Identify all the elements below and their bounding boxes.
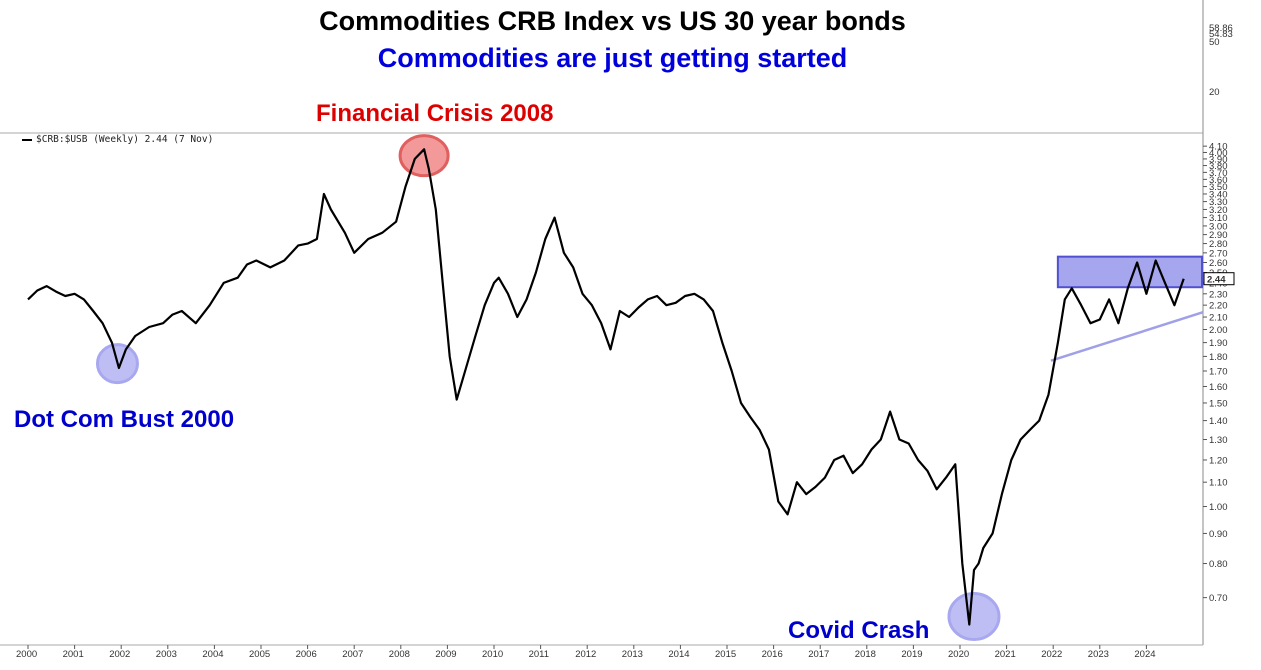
y-tick-label: 0.80 bbox=[1209, 559, 1228, 570]
y-tick-label: 2.80 bbox=[1209, 239, 1228, 250]
covid-highlight-circle bbox=[947, 592, 1001, 642]
annotation-covid-crash: Covid Crash bbox=[788, 617, 930, 644]
x-tick-label: 2016 bbox=[762, 649, 783, 660]
x-tick-label: 2013 bbox=[622, 649, 643, 660]
legend-text: $CRB:$USB (Weekly) 2.44 (7 Nov) bbox=[36, 134, 214, 145]
y-tick-label: 4.00 bbox=[1209, 148, 1228, 159]
annotation-financial-crisis: Financial Crisis 2008 bbox=[316, 100, 554, 127]
y-tick-label: 2.90 bbox=[1209, 230, 1228, 241]
x-tick-label: 2017 bbox=[808, 649, 829, 660]
y-tick-label: 1.40 bbox=[1209, 416, 1228, 427]
financial-crisis-highlight-circle bbox=[398, 134, 450, 178]
x-tick-label: 2009 bbox=[435, 649, 456, 660]
x-tick-label: 2001 bbox=[63, 649, 84, 660]
x-tick-label: 2011 bbox=[529, 649, 549, 660]
series-line-crb-usb bbox=[27, 148, 1185, 626]
x-tick-label: 2010 bbox=[482, 649, 503, 660]
upper-tick-label: 20 bbox=[1209, 87, 1220, 98]
x-tick-label: 2002 bbox=[109, 649, 130, 660]
x-tick-label: 2018 bbox=[855, 649, 876, 660]
y-tick-label: 1.00 bbox=[1209, 502, 1228, 513]
x-tick-label: 2014 bbox=[668, 649, 689, 660]
annotation-dot-com-bust: Dot Com Bust 2000 bbox=[14, 406, 235, 433]
y-tick-label: 3.00 bbox=[1209, 221, 1228, 232]
y-tick-label: 3.20 bbox=[1209, 205, 1228, 216]
y-tick-label: 3.80 bbox=[1209, 161, 1228, 172]
x-tick-label: 2003 bbox=[156, 649, 177, 660]
x-tick-label: 2015 bbox=[715, 649, 736, 660]
y-tick-label: 2.70 bbox=[1209, 248, 1228, 259]
x-tick-label: 2000 bbox=[16, 649, 37, 660]
y-tick-label: 3.70 bbox=[1209, 168, 1228, 179]
y-tick-label: 1.20 bbox=[1209, 455, 1228, 466]
upper-tick-label: 58.86 bbox=[1209, 23, 1233, 34]
y-tick-label: 3.90 bbox=[1209, 154, 1228, 165]
y-tick-label: 0.90 bbox=[1209, 529, 1228, 540]
x-tick-label: 2021 bbox=[995, 649, 1016, 660]
chart-subtitle: Commodities are just getting started bbox=[377, 43, 848, 73]
y-tick-label: 3.60 bbox=[1209, 175, 1228, 186]
chart-title: Commodities CRB Index vs US 30 year bond… bbox=[319, 6, 906, 36]
y-tick-label: 3.50 bbox=[1209, 182, 1228, 193]
y-tick-label: 1.10 bbox=[1209, 478, 1228, 489]
x-tick-label: 2012 bbox=[575, 649, 596, 660]
upper-tick-label: 54.83 bbox=[1209, 29, 1233, 40]
y-tick-label: 2.20 bbox=[1209, 301, 1228, 312]
x-tick-label: 2023 bbox=[1088, 649, 1109, 660]
x-tick-label: 2006 bbox=[296, 649, 317, 660]
x-tick-label: 2022 bbox=[1041, 649, 1062, 660]
x-tick-label: 2020 bbox=[948, 649, 969, 660]
x-tick-label: 2007 bbox=[342, 649, 363, 660]
x-tick-label: 2019 bbox=[901, 649, 922, 660]
y-tick-label: 1.90 bbox=[1209, 338, 1228, 349]
x-axis: 2000 2001 2002 2003 2004 2005 2006 2007 2008 2009… bbox=[16, 645, 1156, 660]
y-tick-label: 2.10 bbox=[1209, 313, 1228, 324]
y-axis: 4.104.003.903.803.703.603.503.403.303.20… bbox=[1203, 142, 1228, 604]
last-value-label: 2.44 bbox=[1207, 275, 1226, 286]
y-tick-label: 1.60 bbox=[1209, 382, 1228, 393]
y-tick-label: 4.10 bbox=[1209, 142, 1228, 153]
x-tick-label: 2008 bbox=[389, 649, 410, 660]
y-tick-label: 1.80 bbox=[1209, 352, 1228, 363]
last-value-marker: 2.44 bbox=[1203, 272, 1235, 286]
y-tick-label: 3.40 bbox=[1209, 189, 1228, 200]
y-tick-label: 2.60 bbox=[1209, 258, 1228, 269]
y-tick-label: 3.10 bbox=[1209, 213, 1228, 224]
y-tick-label: 2.00 bbox=[1209, 325, 1228, 336]
legend-swatch bbox=[22, 138, 32, 141]
support-trendline bbox=[1050, 311, 1204, 362]
x-tick-label: 2005 bbox=[249, 649, 270, 660]
y-tick-label: 0.70 bbox=[1209, 593, 1228, 604]
y-tick-label: 1.70 bbox=[1209, 367, 1228, 378]
y-tick-label: 1.30 bbox=[1209, 435, 1228, 446]
y-tick-label: 1.50 bbox=[1209, 398, 1228, 409]
upper-tick-label: 50 bbox=[1209, 37, 1220, 48]
y-tick-label: 2.30 bbox=[1209, 289, 1228, 300]
y-tick-label: 3.30 bbox=[1209, 197, 1228, 208]
last-value-box bbox=[1203, 272, 1235, 286]
x-tick-label: 2024 bbox=[1134, 649, 1155, 660]
legend: $CRB:$USB (Weekly) 2.44 (7 Nov) bbox=[22, 134, 213, 145]
x-tick-label: 2004 bbox=[202, 649, 223, 660]
